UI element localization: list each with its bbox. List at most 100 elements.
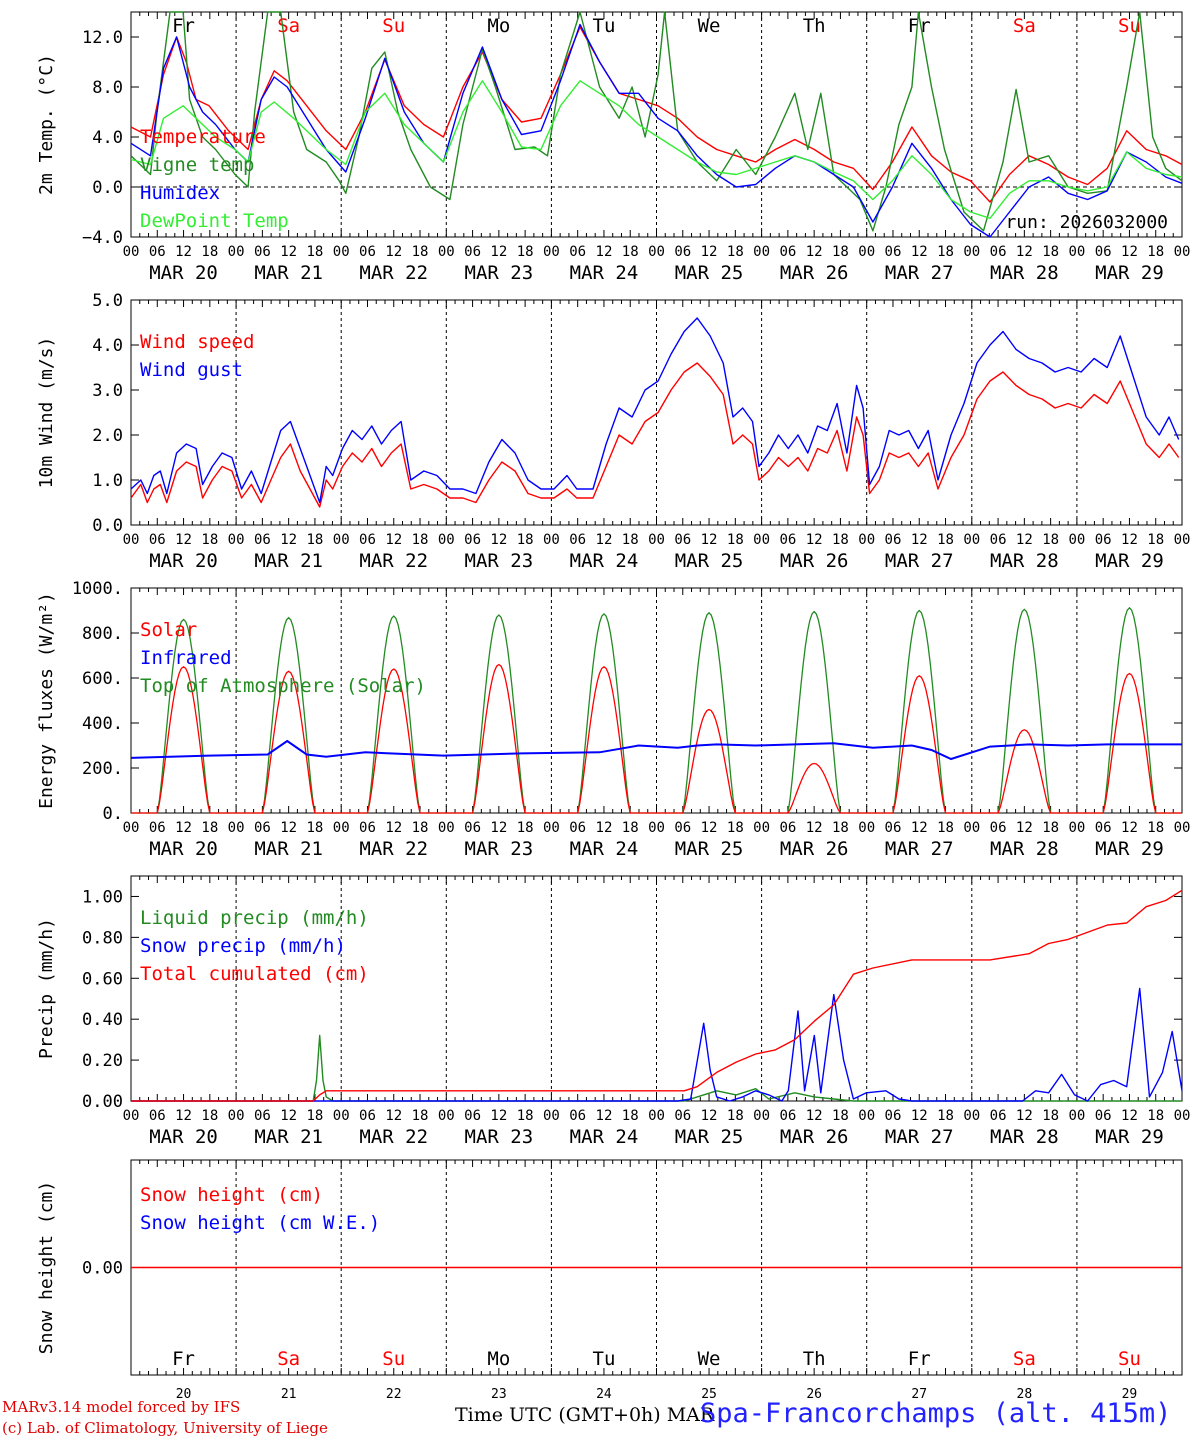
y-tick-label: 600. [82, 669, 123, 689]
x-hour-label: 00 [858, 820, 875, 836]
x-hour-label: 06 [359, 244, 376, 260]
x-hour-label: 06 [990, 532, 1007, 548]
x-hour-label: 18 [201, 820, 218, 836]
weekday-label: Sa [1013, 15, 1036, 37]
x-hour-label: 00 [438, 820, 455, 836]
y-tick-label: 800. [82, 624, 123, 644]
x-day-label: MAR 23 [465, 838, 534, 860]
x-day-label: MAR 26 [780, 1126, 849, 1148]
day-number: 25 [701, 1387, 717, 1402]
y-tick-label: 0.00 [82, 1259, 123, 1279]
lab-credit: (c) Lab. of Climatology, University of L… [2, 1419, 328, 1437]
y-tick-label: 0.80 [82, 928, 123, 948]
day-number: 28 [1017, 1387, 1033, 1402]
legend-entry: Snow height (cm) [140, 1184, 323, 1206]
weekday-label: Tu [593, 1348, 616, 1370]
weekday-label: Su [382, 15, 405, 37]
x-hour-label: 12 [701, 1108, 718, 1124]
y-axis-title: Snow height (cm) [36, 1181, 57, 1354]
x-hour-label: 00 [543, 532, 560, 548]
x-hour-label: 06 [990, 244, 1007, 260]
x-hour-label: 18 [1147, 1108, 1164, 1124]
x-hour-label: 00 [753, 244, 770, 260]
x-hour-label: 00 [648, 532, 665, 548]
x-hour-label: 12 [1121, 1108, 1138, 1124]
x-hour-label: 00 [753, 1108, 770, 1124]
x-hour-label: 18 [1042, 244, 1059, 260]
x-hour-label: 00 [228, 244, 245, 260]
x-hour-label: 06 [464, 1108, 481, 1124]
y-tick-label: 2.0 [92, 426, 123, 446]
x-hour-label: 00 [123, 820, 140, 836]
x-hour-label: 18 [622, 820, 639, 836]
legend-entry: Infrared [140, 647, 232, 669]
x-hour-label: 12 [1016, 244, 1033, 260]
x-hour-label: 12 [385, 1108, 402, 1124]
x-day-label: MAR 28 [990, 262, 1059, 284]
x-hour-label: 00 [438, 1108, 455, 1124]
x-day-label: MAR 20 [149, 1126, 218, 1148]
x-hour-label: 18 [727, 532, 744, 548]
x-hour-label: 00 [1068, 820, 1085, 836]
x-hour-label: 00 [123, 532, 140, 548]
x-hour-label: 12 [596, 820, 613, 836]
x-hour-label: 06 [254, 820, 271, 836]
day-number: 22 [386, 1387, 402, 1402]
x-hour-label: 06 [464, 532, 481, 548]
x-day-label: MAR 27 [885, 1126, 954, 1148]
x-hour-label: 18 [306, 820, 323, 836]
x-hour-label: 00 [648, 820, 665, 836]
weekday-label: Mo [487, 15, 510, 37]
y-tick-label: 0. [103, 804, 123, 824]
x-hour-label: 12 [490, 820, 507, 836]
y-tick-label: 400. [82, 714, 123, 734]
x-hour-label: 06 [464, 244, 481, 260]
series-line [131, 987, 1183, 1102]
day-number: 29 [1122, 1387, 1138, 1402]
x-hour-label: 12 [280, 820, 297, 836]
x-hour-label: 18 [832, 244, 849, 260]
x-hour-label: 18 [412, 820, 429, 836]
legend-entry: Vigne temp [140, 154, 254, 176]
x-hour-label: 12 [1121, 532, 1138, 548]
y-tick-label: 5.0 [92, 291, 123, 311]
x-hour-label: 06 [569, 1108, 586, 1124]
x-hour-label: 06 [885, 532, 902, 548]
x-day-label: MAR 24 [570, 550, 639, 572]
x-hour-label: 12 [175, 532, 192, 548]
y-tick-label: 1.00 [82, 887, 123, 907]
x-hour-label: 18 [832, 1108, 849, 1124]
x-hour-label: 18 [201, 1108, 218, 1124]
weekday-label: Fr [172, 1348, 195, 1370]
x-hour-label: 00 [858, 532, 875, 548]
x-hour-label: 06 [674, 244, 691, 260]
y-tick-label: 1.0 [92, 471, 123, 491]
day-number: 20 [176, 1387, 192, 1402]
x-hour-label: 18 [1147, 244, 1164, 260]
x-hour-label: 00 [1068, 244, 1085, 260]
x-day-label: MAR 20 [149, 838, 218, 860]
x-hour-label: 00 [333, 244, 350, 260]
x-hour-label: 12 [385, 820, 402, 836]
x-hour-label: 12 [1121, 820, 1138, 836]
x-hour-label: 12 [1016, 1108, 1033, 1124]
x-hour-label: 06 [149, 244, 166, 260]
x-hour-label: 00 [963, 244, 980, 260]
x-hour-label: 18 [622, 244, 639, 260]
x-day-label: MAR 22 [359, 838, 428, 860]
x-hour-label: 00 [1174, 1108, 1191, 1124]
y-tick-label: 0.20 [82, 1051, 123, 1071]
x-hour-label: 12 [280, 532, 297, 548]
panel-frame [130, 11, 1183, 238]
x-hour-label: 00 [963, 820, 980, 836]
weekday-label: Sa [277, 15, 300, 37]
x-hour-label: 12 [490, 1108, 507, 1124]
x-day-label: MAR 21 [254, 1126, 323, 1148]
weekday-label: Fr [908, 15, 931, 37]
x-day-label: MAR 24 [570, 262, 639, 284]
x-hour-label: 12 [1121, 244, 1138, 260]
x-day-label: MAR 29 [1095, 1126, 1164, 1148]
x-hour-label: 00 [858, 1108, 875, 1124]
panel-frame [130, 299, 1183, 526]
x-hour-label: 18 [1147, 820, 1164, 836]
